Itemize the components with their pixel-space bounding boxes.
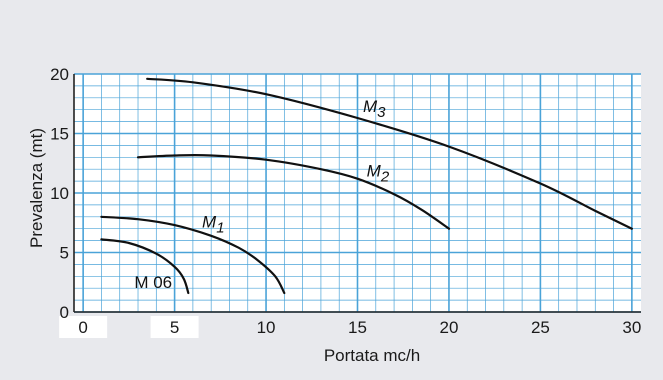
curve-label-subscript: 3 <box>377 104 386 121</box>
x-axis-label: Portata mc/h <box>324 346 420 365</box>
tick-labels: 0 5 10 15 20 25 30 0 5 10 15 20 <box>50 65 641 338</box>
curve-m1 <box>100 215 286 295</box>
curve-m3 <box>146 77 633 230</box>
curve-m2 <box>136 154 451 230</box>
curve-label-m06: M 06 <box>134 273 172 292</box>
x-tick-label: 30 <box>622 318 641 337</box>
axes <box>73 74 641 313</box>
x-tick-backdrop <box>150 316 199 338</box>
curve-m06 <box>100 238 190 295</box>
y-tick-label: 5 <box>60 244 69 263</box>
y-tick-label: 15 <box>50 125 69 144</box>
y-tick-label: 10 <box>50 184 69 203</box>
x-tick-label: 0 <box>78 318 87 337</box>
x-tick-label: 5 <box>170 318 179 337</box>
x-tick-label: 25 <box>531 318 550 337</box>
y-axis-label: Prevalenza (mt) <box>27 128 46 248</box>
x-tick-label: 10 <box>257 318 276 337</box>
y-tick-label: 0 <box>60 303 69 322</box>
curve-label-subscript: 2 <box>380 168 390 185</box>
x-tick-backdrop <box>59 316 108 338</box>
curve-label-subscript: 1 <box>216 220 224 237</box>
y-tick-label: 20 <box>50 65 69 84</box>
x-tick-label: 15 <box>348 318 367 337</box>
grid-major <box>74 73 641 313</box>
x-tick-label: 20 <box>439 318 458 337</box>
pump-curves <box>100 77 633 295</box>
